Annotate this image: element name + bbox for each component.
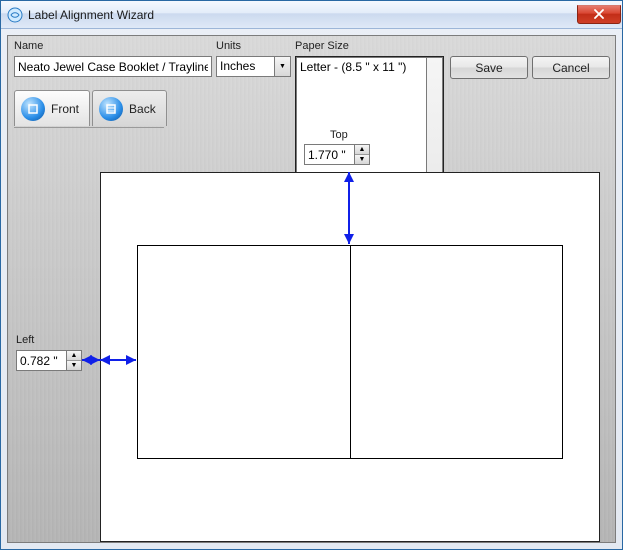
left-margin-spin-buttons: ▲ ▼ [66,350,82,371]
cancel-button[interactable]: Cancel [532,56,610,79]
tab-back-label: Back [129,102,156,116]
cancel-button-label: Cancel [552,61,589,75]
window-title: Label Alignment Wizard [28,8,577,22]
close-button[interactable] [577,5,621,24]
paper-size-label: Paper Size [295,40,349,52]
left-margin-input[interactable] [16,350,66,371]
left-margin-spin-down[interactable]: ▼ [67,361,81,370]
titlebar: Label Alignment Wizard [1,1,622,29]
chevron-down-icon: ▼ [359,156,366,163]
window: Label Alignment Wizard Name Units Paper … [0,0,623,550]
paper-preview [100,172,600,542]
name-input[interactable] [14,56,212,77]
tab-back[interactable]: Back [92,90,167,126]
top-margin-spin-down[interactable]: ▼ [355,155,369,164]
close-icon [594,9,604,19]
units-label: Units [216,40,241,52]
back-icon [99,97,123,121]
units-select-value: Inches [216,56,274,77]
label-divider [350,246,351,458]
left-margin-spinner[interactable]: ▲ ▼ [16,350,82,371]
tabstrip: Front Back [14,90,164,128]
top-margin-label: Top [330,129,348,141]
top-margin-spin-up[interactable]: ▲ [355,145,369,155]
canvas-area: Top ▲ ▼ Left ▲ ▼ [14,132,609,536]
units-select-button[interactable]: ▼ [274,56,291,77]
chevron-down-icon: ▼ [279,63,286,70]
save-button-label: Save [475,61,502,75]
chevron-up-icon: ▲ [359,146,366,153]
top-margin-spin-buttons: ▲ ▼ [354,144,370,165]
label-outline [137,245,563,459]
left-margin-label: Left [16,334,34,346]
front-icon [21,97,45,121]
top-margin-spinner[interactable]: ▲ ▼ [304,144,370,165]
chevron-down-icon: ▼ [71,362,78,369]
chevron-up-icon: ▲ [71,352,78,359]
name-label: Name [14,40,43,52]
client-area: Name Units Paper Size Inches ▼ Letter - … [7,35,616,543]
tab-front-label: Front [51,102,79,116]
app-icon [7,7,23,23]
left-margin-spin-up[interactable]: ▲ [67,351,81,361]
top-margin-input[interactable] [304,144,354,165]
units-select[interactable]: Inches ▼ [216,56,291,77]
tab-front[interactable]: Front [14,90,90,126]
save-button[interactable]: Save [450,56,528,79]
